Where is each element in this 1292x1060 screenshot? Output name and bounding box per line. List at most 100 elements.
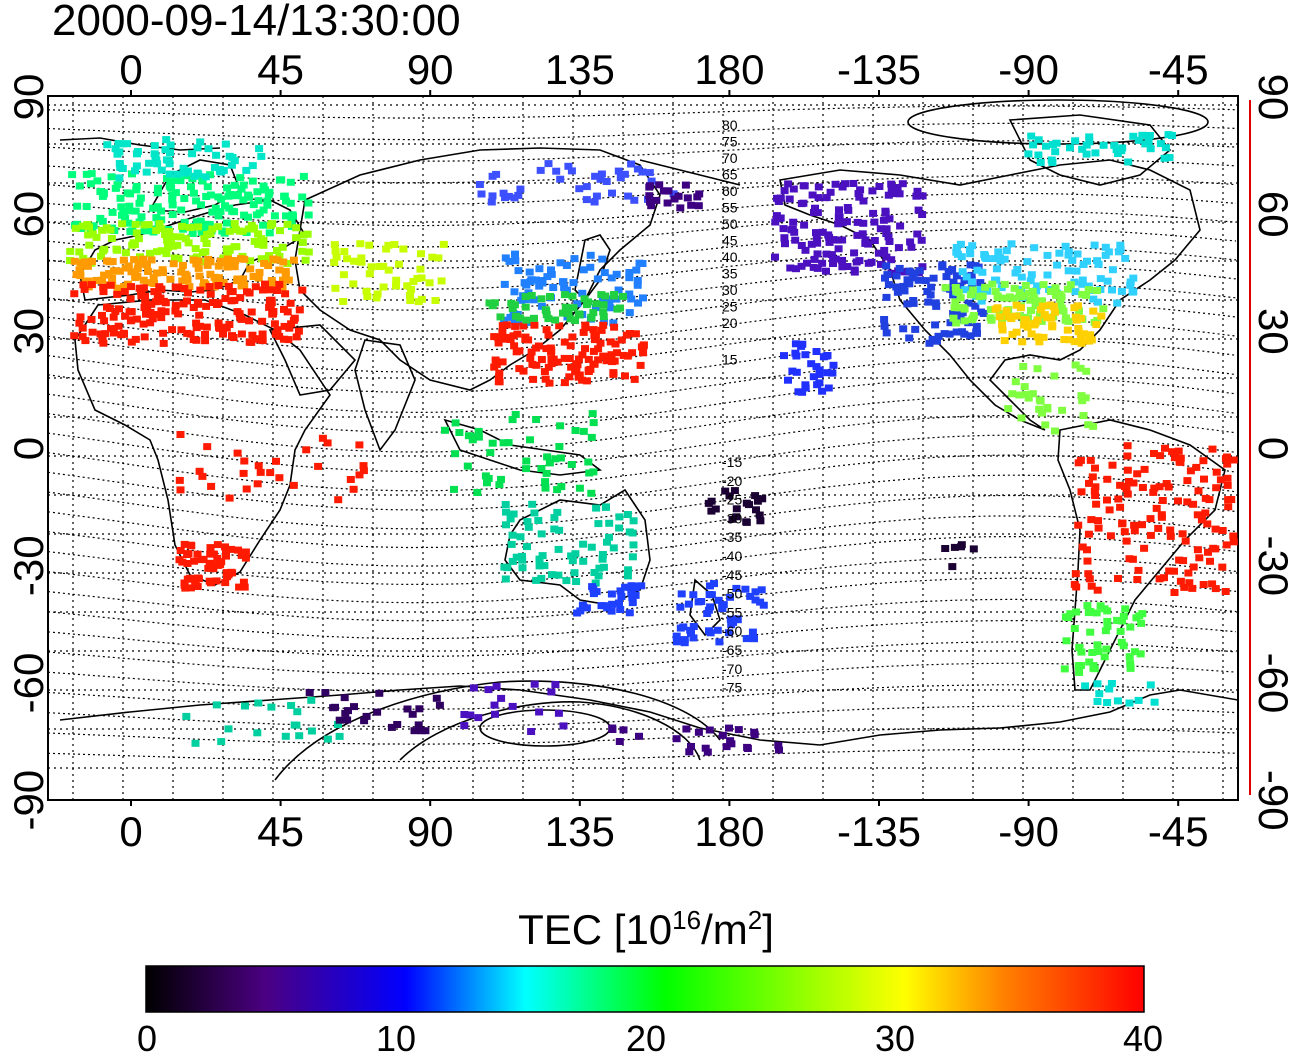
tec-cell <box>216 208 225 215</box>
tec-cell <box>133 150 141 158</box>
tec-cell <box>1091 492 1100 499</box>
tec-cell <box>301 256 310 264</box>
tec-cell <box>741 585 750 593</box>
contour-label: 60 <box>722 183 738 199</box>
tec-cell <box>293 708 302 716</box>
tec-cell <box>542 469 551 477</box>
tec-cell <box>1002 307 1011 315</box>
tec-cell <box>913 187 922 195</box>
tec-cell <box>568 557 577 565</box>
tec-cell <box>475 181 484 188</box>
tec-cell <box>587 543 596 551</box>
tec-cell <box>254 197 263 205</box>
tec-cell <box>780 352 788 360</box>
tec-cell <box>1081 394 1090 402</box>
tec-cell <box>1223 481 1232 489</box>
tec-cell <box>1008 330 1017 338</box>
tec-cell <box>246 257 255 265</box>
tec-cell <box>982 255 991 262</box>
tec-cell <box>1064 317 1073 325</box>
tec-cell <box>150 280 158 287</box>
tec-cell <box>99 288 108 296</box>
tec-cell <box>530 509 539 517</box>
tec-cell <box>1087 516 1096 524</box>
tec-cell <box>177 206 186 214</box>
tec-cell <box>1170 454 1179 462</box>
tec-cell <box>1179 557 1188 565</box>
tec-cell <box>950 543 959 551</box>
tec-cell <box>967 291 975 299</box>
tec-cell <box>270 212 279 220</box>
tec-cell <box>571 317 579 325</box>
contour-labels: 8075706560555045403530252015-15-20-25-30… <box>722 117 742 696</box>
tec-cell <box>1194 487 1203 495</box>
tec-cell <box>1090 241 1099 249</box>
tec-cell <box>1021 282 1030 289</box>
tec-cell <box>1188 584 1197 592</box>
tec-cell <box>535 708 544 716</box>
tec-cell <box>838 263 847 271</box>
tec-cell <box>585 469 594 477</box>
colorbar-title-mid: /m <box>701 906 748 953</box>
tec-cell <box>460 711 469 718</box>
tec-cell <box>893 184 902 191</box>
tec-cell <box>108 258 117 265</box>
lon-tick-top-mark <box>1177 90 1180 96</box>
tec-cell <box>518 552 526 560</box>
tec-cell <box>812 348 821 355</box>
tec-cell <box>1012 301 1021 309</box>
tec-cell <box>888 190 897 198</box>
tec-cell <box>1201 509 1210 517</box>
tec-cell <box>876 225 885 233</box>
tec-cell <box>298 239 307 246</box>
tec-cell <box>413 275 422 282</box>
tec-cell <box>1039 333 1048 341</box>
tec-cell <box>621 583 630 591</box>
tec-cell <box>157 285 166 293</box>
tec-cell <box>222 552 230 560</box>
tec-cell <box>80 285 89 293</box>
tec-cell <box>261 186 269 194</box>
tec-cell <box>522 316 531 324</box>
tec-cell <box>210 273 219 281</box>
tec-cell <box>928 335 937 343</box>
tec-cell <box>785 195 794 203</box>
tec-cell <box>957 541 966 549</box>
tec-cell <box>81 262 90 270</box>
tec-cell <box>1057 304 1066 312</box>
tec-cell <box>710 580 718 588</box>
tec-cell <box>1096 275 1105 283</box>
tec-cell <box>1064 251 1073 259</box>
tec-cell <box>1229 456 1238 464</box>
tec-cell <box>572 364 581 372</box>
tec-cell <box>535 562 544 570</box>
tec-cell <box>259 221 268 229</box>
tec-cell <box>1074 521 1083 529</box>
tec-cell <box>75 182 84 190</box>
tec-cell <box>638 168 647 176</box>
tec-cell <box>676 624 685 632</box>
tec-cell <box>131 207 140 215</box>
tec-cell <box>628 349 637 357</box>
tec-cell <box>1066 144 1074 152</box>
tec-cell <box>1166 526 1175 534</box>
tec-cell <box>379 283 388 291</box>
tec-cell <box>579 266 588 274</box>
tec-cell <box>1146 681 1155 689</box>
tec-cell <box>133 272 142 280</box>
tec-cell <box>689 591 698 599</box>
tec-cell <box>681 181 690 189</box>
tec-cell <box>1150 450 1158 457</box>
tec-cell <box>1007 240 1016 248</box>
tec-cell <box>854 190 863 197</box>
tec-cell <box>570 255 579 263</box>
tec-cell <box>822 250 831 258</box>
tec-cell <box>1116 503 1125 511</box>
tec-cell <box>633 165 642 173</box>
tec-cell <box>725 724 733 732</box>
tec-cell <box>877 260 885 268</box>
tec-cell <box>1093 680 1102 688</box>
tec-cell <box>573 609 582 617</box>
tec-cell <box>1078 543 1087 551</box>
tec-cell <box>1088 649 1097 656</box>
